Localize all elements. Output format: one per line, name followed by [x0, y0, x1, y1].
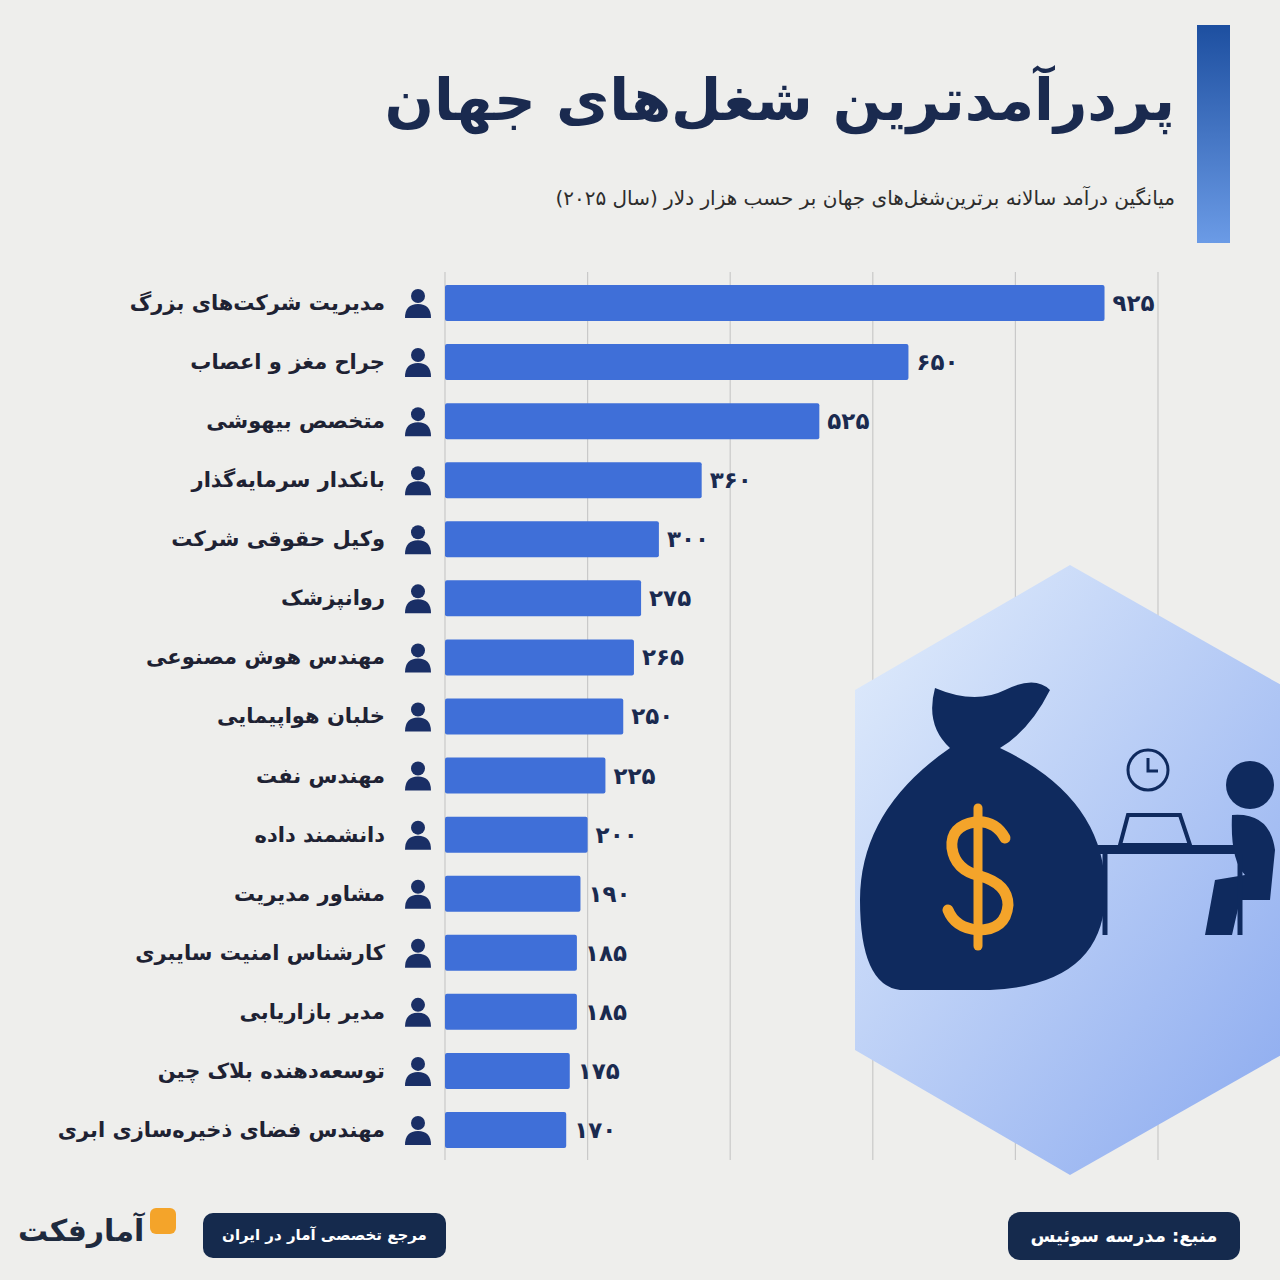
data-label: ۱۸۵	[585, 997, 627, 1027]
category-label: روانپزشک	[281, 583, 385, 613]
category-label: توسعه‌دهنده بلاک چین	[158, 1056, 385, 1086]
stage: ۹۲۵ ۶۵۰ ۵۲۵ ۳۶۰۳۰۰ ۲۷۵ ۲۶۵ ۲۵۰ ۲۲۵ ۲۰۰ ۱۹۰ ۱۸۵ ۱۸۵ ۱…	[0, 0, 1280, 1280]
category-label: وکیل حقوقی شرکت	[171, 524, 385, 554]
icon-body	[405, 777, 431, 791]
data-label: ۱۸۵	[585, 938, 627, 968]
icon-body	[405, 1013, 431, 1027]
icon-head	[411, 1116, 425, 1130]
icon-head	[411, 584, 425, 598]
data-label: ۲۶۵	[642, 642, 684, 672]
accent-bar	[1197, 25, 1230, 243]
logo: آمارفکت	[18, 1206, 144, 1256]
data-label: ۳۰۰	[667, 524, 709, 554]
icon-head	[411, 821, 425, 835]
bar	[445, 817, 588, 853]
data-label: ۲۰۰	[596, 820, 638, 850]
data-label: ۲۷۵	[649, 583, 691, 613]
subtitle: میانگین درآمد سالانه برترین‌شغل‌های جهان…	[555, 183, 1175, 213]
bar	[445, 935, 577, 971]
category-label: مدیر بازاریابی	[240, 997, 385, 1027]
data-label: ۳۶۰	[710, 465, 752, 495]
hexagon	[855, 565, 1280, 1175]
data-label: ۲۵۰	[631, 701, 673, 731]
category-label: مهندس هوش مصنوعی	[146, 642, 385, 672]
icon-body	[405, 954, 431, 968]
icon-head	[411, 998, 425, 1012]
data-label: ۲۲۵	[613, 761, 655, 791]
category-label: مشاور مدیریت	[234, 879, 385, 909]
money-bag	[860, 683, 1105, 991]
laptop	[1120, 815, 1190, 845]
icon-head	[411, 466, 425, 480]
icon-body	[405, 481, 431, 495]
icon-head	[411, 880, 425, 894]
icon-head	[411, 1057, 425, 1071]
bar	[445, 580, 641, 616]
bar	[445, 344, 908, 380]
source: منبع: مدرسه سوئیس	[1008, 1212, 1240, 1260]
bar	[445, 462, 702, 498]
title: پردرآمدترین شغل‌های جهان	[384, 60, 1175, 140]
category-label: مدیریت شرکت‌های بزرگ	[130, 288, 385, 318]
icon-body	[405, 1072, 431, 1086]
icon-body	[405, 363, 431, 377]
tagline-pill	[203, 1213, 446, 1258]
source-pill	[1008, 1212, 1240, 1260]
category-label: دانشمند داده	[255, 820, 385, 850]
icon-body	[405, 1131, 431, 1145]
decoration	[855, 565, 1280, 1175]
clock-hands	[1148, 758, 1158, 771]
bar	[445, 758, 605, 794]
data-label: ۵۲۵	[827, 406, 869, 436]
icon-body	[405, 599, 431, 613]
icon-body	[405, 540, 431, 554]
bar	[445, 876, 580, 912]
icon-body	[405, 895, 431, 909]
icon-body	[405, 304, 431, 318]
bars	[445, 285, 1105, 1148]
dollar-stroke	[974, 808, 983, 946]
person-body	[1205, 815, 1275, 935]
icon-head	[411, 407, 425, 421]
icon-head	[411, 939, 425, 953]
icon-head	[411, 525, 425, 539]
icon-body	[405, 836, 431, 850]
bar	[445, 403, 819, 439]
bar	[445, 639, 634, 675]
icon-head	[411, 643, 425, 657]
bar	[445, 1112, 566, 1148]
bar	[445, 521, 659, 557]
icon-head	[411, 702, 425, 716]
data-label: ۱۷۰	[574, 1115, 616, 1145]
desk-leg	[1103, 854, 1108, 935]
icon-head	[411, 348, 425, 362]
clock	[1128, 750, 1168, 790]
logo-mark	[150, 1208, 176, 1234]
category-label: مهندس فضای ذخیره‌سازی ابری	[58, 1115, 385, 1145]
data-label: ۶۵۰	[916, 347, 958, 377]
icon-body	[405, 422, 431, 436]
data-label: ۱۷۵	[578, 1056, 620, 1086]
bar	[445, 285, 1105, 321]
category-label: متخصص بیهوشی	[206, 406, 385, 436]
person-head	[1226, 761, 1274, 809]
data-label: ۱۹۰	[588, 879, 630, 909]
bar	[445, 698, 623, 734]
category-label: بانکدار سرمایه‌گذار	[192, 465, 385, 495]
icons	[405, 289, 431, 1145]
category-label: مهندس نفت	[256, 761, 385, 791]
category-label: کارشناس امنیت سایبری	[135, 938, 385, 968]
icon-body	[405, 658, 431, 672]
bar	[445, 1053, 570, 1089]
page: ۹۲۵ ۶۵۰ ۵۲۵ ۳۶۰۳۰۰ ۲۷۵ ۲۶۵ ۲۵۰ ۲۲۵ ۲۰۰ ۱۹۰ ۱۸۵ ۱۸۵ ۱…	[0, 0, 1280, 1280]
icon-head	[411, 762, 425, 776]
icon-head	[411, 289, 425, 303]
tagline: مرجع تخصصی آمار در ایران	[203, 1213, 446, 1258]
icon-body	[405, 717, 431, 731]
data-label: ۹۲۵	[1113, 288, 1155, 318]
bar	[445, 994, 577, 1030]
desk-leg	[1238, 854, 1243, 935]
category-label: خلبان هواپیمایی	[217, 701, 385, 731]
category-label: جراح مغز و اعصاب	[190, 347, 385, 377]
